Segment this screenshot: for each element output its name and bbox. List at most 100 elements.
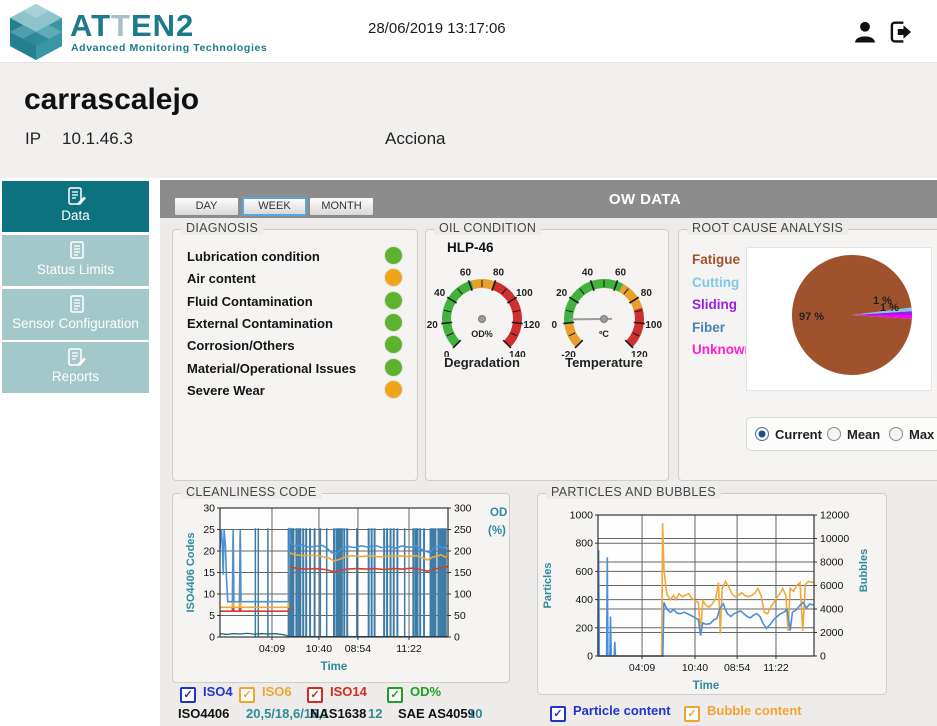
radio-mean[interactable]: Mean — [827, 426, 880, 444]
sidebar-item-status-limits[interactable]: Status Limits — [2, 235, 149, 286]
svg-text:10:40: 10:40 — [682, 662, 708, 674]
svg-text:60: 60 — [615, 267, 627, 278]
svg-text:400: 400 — [575, 594, 593, 606]
svg-text:80: 80 — [641, 288, 653, 299]
diagnosis-row: Lubrication condition — [187, 246, 403, 268]
radio-current[interactable]: Current — [755, 426, 822, 444]
checkbox-label: ISO6 — [262, 684, 292, 699]
edit-document-icon — [68, 187, 86, 205]
code-standard-label: NAS1638 — [310, 706, 367, 721]
svg-text:04:09: 04:09 — [259, 643, 285, 655]
svg-text:Time: Time — [693, 680, 720, 692]
particles-panel-title: PARTICLES AND BUBBLES — [546, 485, 721, 499]
header: ATTEN2 Advanced Monitoring Technologies … — [0, 0, 937, 63]
tab-week[interactable]: WEEK — [242, 197, 307, 216]
svg-text:08:54: 08:54 — [724, 662, 750, 674]
tab-day[interactable]: DAY — [174, 197, 239, 216]
status-dot-green — [384, 290, 403, 310]
status-dot-orange — [384, 268, 403, 288]
svg-text:Bubbles: Bubbles — [858, 549, 870, 592]
svg-text:5: 5 — [209, 610, 215, 622]
svg-text:20: 20 — [203, 546, 215, 558]
checkbox-particle-content[interactable]: ✓ Particle content — [550, 703, 671, 722]
pie-legend-unknown: Unknown — [692, 342, 753, 357]
svg-text:11:22: 11:22 — [763, 662, 789, 674]
svg-text:600: 600 — [575, 566, 593, 578]
cleanliness-panel-title: CLEANLINESS CODE — [181, 485, 322, 499]
diagnosis-item-label: Severe Wear — [187, 382, 265, 398]
temperature-gauge-label: Temperature — [565, 355, 643, 370]
checkbox-bubble-content[interactable]: ✓ Bubble content — [684, 703, 802, 722]
edit-document-icon — [68, 348, 86, 366]
svg-text:40: 40 — [434, 288, 446, 299]
svg-text:0: 0 — [587, 651, 593, 663]
status-dot-green — [384, 246, 403, 265]
svg-text:800: 800 — [575, 538, 593, 550]
sidebar-item-reports[interactable]: Reports — [2, 342, 149, 393]
tab-month[interactable]: MONTH — [309, 197, 374, 216]
datetime-display: 28/06/2019 13:17:06 — [368, 20, 506, 37]
logout-icon[interactable] — [884, 17, 914, 47]
code-standard-label: SAE AS4059 — [398, 706, 475, 721]
radio-current-icon — [755, 427, 769, 441]
diagnosis-row: Corrosion/Others — [187, 335, 403, 357]
status-dot-green — [384, 312, 403, 332]
svg-text:50: 50 — [454, 610, 466, 622]
status-dot-green — [384, 335, 403, 355]
checkbox-icon: ✓ — [180, 687, 196, 703]
sidebar-item-sensor-configuration[interactable]: Sensor Configuration — [2, 289, 149, 340]
user-icon[interactable] — [851, 18, 879, 46]
root-cause-panel-title: ROOT CAUSE ANALYSIS — [687, 221, 849, 235]
checkbox-iso14[interactable]: ✓ ISO14 — [307, 684, 367, 703]
ip-label: IP — [25, 129, 42, 148]
checkbox-icon: ✓ — [307, 687, 323, 703]
checkbox-label: Particle content — [573, 703, 671, 718]
company-name: Acciona — [385, 129, 446, 148]
radio-mean-icon — [827, 427, 841, 441]
svg-text:0: 0 — [820, 651, 826, 663]
svg-text:200: 200 — [575, 622, 593, 634]
svg-text:ºC: ºC — [599, 329, 609, 339]
svg-text:40: 40 — [582, 267, 594, 278]
radio-max-icon — [889, 427, 903, 441]
ip-value: 10.1.46.3 — [62, 129, 133, 148]
svg-text:80: 80 — [493, 267, 505, 278]
checkbox-icon: ✓ — [239, 687, 255, 703]
svg-text:OD: OD — [490, 507, 507, 519]
pie-legend-fatigue: Fatigue — [692, 252, 741, 267]
checkbox-od-[interactable]: ✓ OD% — [387, 684, 441, 703]
brand-hexagon-logo — [10, 4, 62, 60]
pie-legend-sliding: Sliding — [692, 297, 737, 312]
checkbox-label: OD% — [410, 684, 442, 699]
site-band: carrascalejo IP 10.1.46.3 Acciona — [0, 63, 937, 178]
diagnosis-panel-title: DIAGNOSIS — [181, 221, 264, 235]
svg-text:-20: -20 — [561, 350, 576, 357]
svg-text:20: 20 — [556, 288, 568, 299]
pie-legend-cutting: Cutting — [692, 274, 740, 290]
svg-text:1 %: 1 % — [880, 302, 899, 314]
diagnosis-item-label: Fluid Contamination — [187, 293, 313, 309]
svg-text:6000: 6000 — [820, 580, 844, 592]
main-header-bar: DAY WEEK MONTH OW DATA — [160, 180, 937, 218]
sidebar-item-data[interactable]: Data — [2, 181, 149, 232]
degradation-gauge: 0 20 40 60 80 100 120 140 OD% — [427, 267, 541, 357]
diagnosis-item-label: Air content — [187, 271, 256, 287]
temperature-gauge: -20 0 20 40 60 80 100 120 ºC — [552, 267, 663, 357]
code-standard-value: 20,5/18,6/16,1 — [246, 706, 330, 721]
status-dot-orange — [384, 379, 403, 399]
checkbox-iso6[interactable]: ✓ ISO6 — [239, 684, 292, 703]
oil-condition-panel-title: OIL CONDITION — [434, 221, 542, 235]
diagnosis-item-label: External Contamination — [187, 315, 333, 331]
sidebar-item-label: Data — [61, 208, 90, 223]
svg-text:15: 15 — [203, 567, 215, 579]
svg-text:Particles: Particles — [542, 563, 554, 609]
svg-text:0: 0 — [552, 320, 558, 331]
radio-max[interactable]: Max — [889, 426, 934, 444]
pie-chart-panel: 97 % 1 % 1 % — [746, 247, 932, 391]
checkbox-icon: ✓ — [550, 706, 566, 722]
svg-text:4000: 4000 — [820, 604, 844, 616]
checkbox-iso4[interactable]: ✓ ISO4 — [180, 684, 233, 703]
diagnosis-item-label: Material/Operational Issues — [187, 360, 357, 376]
sidebar-item-label: Sensor Configuration — [12, 316, 139, 331]
